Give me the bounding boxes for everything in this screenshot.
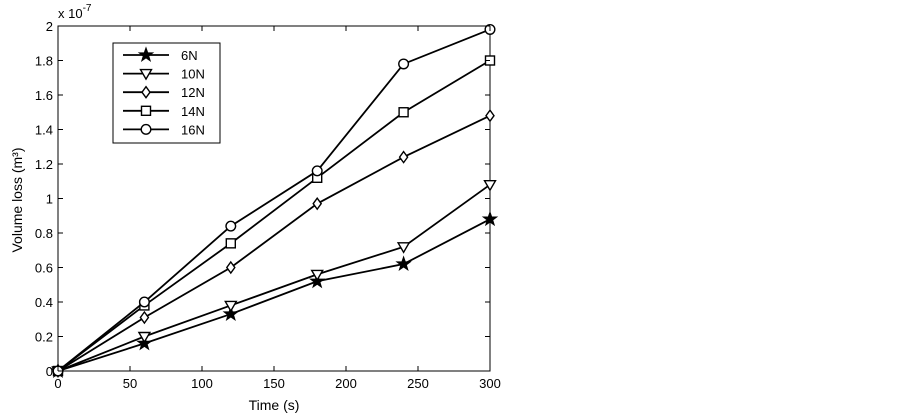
legend-item: 14N <box>123 104 205 119</box>
y-axis-ticks: 0 0.2 0.4 0.6 0.8 1 1.2 1.4 1.6 1.8 2 <box>35 19 490 379</box>
data-point-star <box>481 210 499 227</box>
y-tick-label: 0.2 <box>35 330 53 345</box>
data-point-square <box>398 107 409 118</box>
y-tick-label: 0.8 <box>35 226 53 241</box>
series-6N <box>49 210 499 378</box>
legend-marker-diamond <box>141 85 151 99</box>
y-tick-label: 1.4 <box>35 123 53 138</box>
y-axis-label: Volume loss (m³) <box>9 147 25 252</box>
x-tick-label: 50 <box>123 376 137 391</box>
y-tick-label: 0.6 <box>35 261 53 276</box>
y-tick-label: 2 <box>46 19 53 34</box>
data-point-triangle-down <box>137 331 152 344</box>
x-tick-label: 200 <box>335 376 357 391</box>
y-axis-exponent: x 10-7 <box>58 3 92 21</box>
series-line <box>57 183 491 372</box>
data-point-square <box>225 238 237 249</box>
x-axis-label: Time (s) <box>249 397 300 413</box>
legend-item: 12N <box>123 85 205 100</box>
data-point-diamond <box>225 260 236 275</box>
legend-marker-star <box>137 46 155 62</box>
data-point-circle <box>138 296 150 308</box>
x-tick-label: 150 <box>263 376 285 391</box>
data-point-star <box>395 255 412 272</box>
y-tick-label: 1.2 <box>35 157 53 172</box>
data-point-triangle-down <box>396 242 411 254</box>
series-line <box>57 28 491 372</box>
data-point-circle <box>398 58 410 70</box>
series-line <box>57 114 491 372</box>
data-point-diamond <box>398 150 409 164</box>
x-tick-label: 300 <box>479 376 501 391</box>
data-point-triangle-down <box>483 179 497 192</box>
legend-marker-circle <box>140 123 152 135</box>
x-tick-label: 100 <box>191 376 213 391</box>
legend-item: 16N <box>123 122 205 137</box>
y-axis-exponent-base: x 10 <box>58 6 83 21</box>
legend-item: 6N <box>123 46 198 63</box>
y-tick-label: 1 <box>46 192 53 207</box>
x-tick-label: 0 <box>54 376 61 391</box>
data-point-diamond <box>485 109 495 123</box>
y-tick-label: 1.8 <box>35 54 53 69</box>
y-axis-exponent-power: -7 <box>83 3 92 14</box>
y-tick-label: 1.6 <box>35 88 53 103</box>
data-point-triangle-down <box>224 300 238 313</box>
legend-label: 16N <box>181 122 205 137</box>
legend-label: 14N <box>181 104 205 119</box>
legend-label: 12N <box>181 85 205 100</box>
data-point-star <box>222 305 240 322</box>
x-tick-label: 250 <box>407 376 429 391</box>
legend-label: 10N <box>181 67 205 82</box>
series-line <box>57 218 491 372</box>
data-point-circle <box>225 220 237 232</box>
y-tick-label: 0 <box>46 364 53 379</box>
series-line <box>57 59 491 372</box>
legend-label: 6N <box>181 48 198 63</box>
legend: 6N 10N 12N 14N 16N <box>112 42 221 144</box>
data-point-diamond <box>139 310 150 325</box>
legend-item: 10N <box>123 67 205 82</box>
legend-marker-triangle-down <box>139 68 153 81</box>
series-16N <box>52 23 496 377</box>
legend-marker-square <box>140 105 152 117</box>
x-axis-ticks: 0 50 100 150 200 250 300 <box>54 26 501 391</box>
data-point-diamond <box>312 196 323 211</box>
data-point-triangle-down <box>310 269 324 282</box>
y-tick-label: 0.4 <box>35 295 53 310</box>
series-12N <box>53 109 495 378</box>
data-point-circle <box>311 165 323 177</box>
